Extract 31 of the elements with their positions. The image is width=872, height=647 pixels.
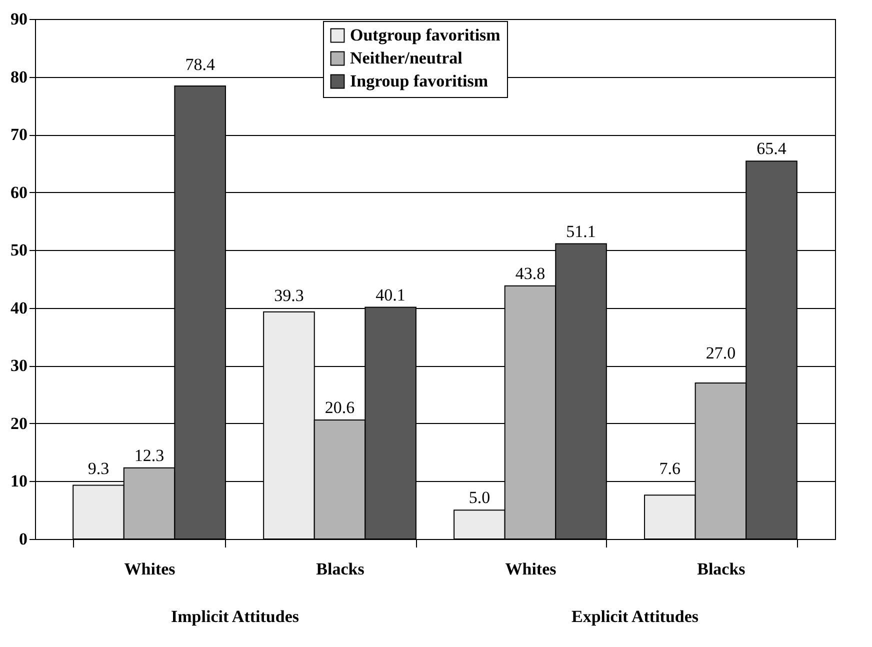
text: Implicit Attitudes (171, 607, 300, 626)
legend-label: Outgroup favoritism (350, 26, 500, 44)
data-label: 12.3 (134, 446, 164, 465)
legend-label: Ingroup favoritism (350, 72, 488, 90)
y-tick-label: 30 (10, 356, 28, 376)
x-tick-label: Whites (505, 560, 557, 578)
data-label: 7.6 (659, 459, 681, 478)
y-tick-label: 0 (19, 530, 28, 548)
text: Explicit Attitudes (571, 607, 699, 626)
data-label: 65.4 (756, 139, 787, 158)
y-tick-label: 90 (10, 10, 28, 28)
x-tick-label: Blacks (697, 560, 746, 578)
y-tick-label: 40 (10, 298, 28, 318)
data-label: 51.1 (566, 222, 596, 241)
x-tick-label: Whites (124, 560, 176, 578)
y-tick-label: 80 (10, 67, 28, 86)
data-label: 5.0 (468, 488, 490, 508)
data-label: 78.4 (185, 54, 216, 74)
y-tick-label: 70 (10, 125, 28, 144)
legend-label: Neither/neutral (350, 48, 463, 68)
data-label: 39.3 (274, 286, 304, 305)
data-label: 20.6 (324, 398, 355, 417)
y-tick-label: 50 (10, 240, 28, 260)
data-label: 27.0 (706, 344, 736, 363)
y-tick-label: 20 (10, 414, 28, 433)
y-tick-label: 60 (10, 182, 28, 202)
data-label: 9.3 (88, 459, 110, 478)
x-tick-label: Blacks (316, 560, 365, 578)
data-label: 40.1 (376, 285, 406, 304)
data-label: 43.8 (515, 264, 546, 283)
y-tick-label: 10 (10, 472, 28, 491)
